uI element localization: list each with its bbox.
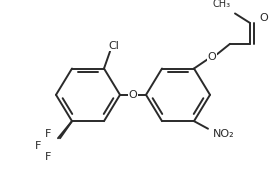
Text: O: O (208, 52, 216, 62)
Text: Cl: Cl (109, 41, 119, 51)
Text: F: F (45, 130, 51, 139)
Text: O: O (129, 90, 137, 100)
Text: F: F (35, 141, 41, 151)
Text: O: O (260, 13, 268, 23)
Text: CH₃: CH₃ (213, 0, 231, 9)
Text: F: F (45, 152, 51, 162)
Text: NO₂: NO₂ (213, 130, 235, 139)
